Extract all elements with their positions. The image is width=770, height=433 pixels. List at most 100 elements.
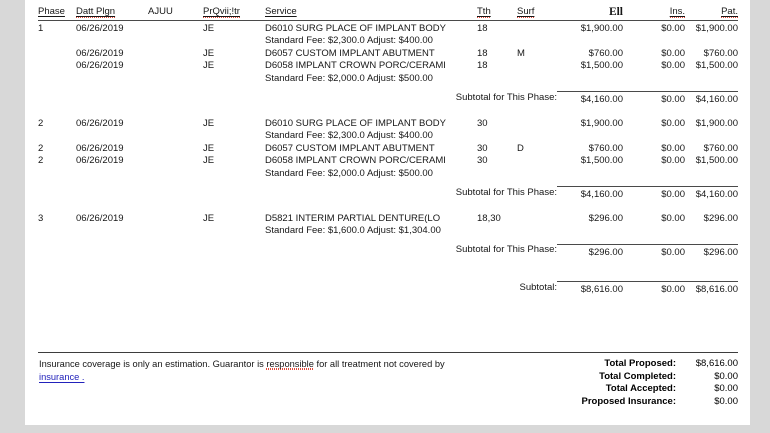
col-header-ajuu: AJUU bbox=[148, 6, 173, 17]
cell-fee: $1,500.00 bbox=[580, 60, 623, 71]
disclaimer-part1: Insurance coverage is only an estimation… bbox=[39, 359, 267, 369]
totals-value: $0.00 bbox=[714, 370, 738, 382]
cell-service: D6010 SURG PLACE OF IMPLANT BODY bbox=[265, 117, 446, 129]
cell-ajuu bbox=[148, 19, 203, 35]
table-row-note: Standard Fee: $2,000.0 Adjust: $500.00 bbox=[38, 168, 738, 181]
cell-surf: D bbox=[517, 142, 524, 154]
cell-tth: 18 bbox=[477, 47, 488, 59]
note-pad bbox=[38, 225, 265, 238]
phase-subtotal-label: Subtotal for This Phase: bbox=[455, 186, 557, 198]
cell-pat: $296.00 bbox=[703, 212, 738, 224]
cell-phase: 2 bbox=[38, 155, 44, 166]
cell-service: D6057 CUSTOM IMPLANT ABUTMENT bbox=[265, 47, 435, 59]
row-spacer bbox=[38, 107, 738, 118]
row-spacer bbox=[38, 259, 738, 270]
cell-fee: $760.00 bbox=[588, 47, 623, 59]
table-row[interactable]: 1 06/26/2019 JE D6010 SURG PLACE OF IMPLANT… bbox=[38, 19, 738, 35]
cell-phase bbox=[38, 48, 76, 61]
totals-body: Total Proposed: $8,616.00 Total Completed:… bbox=[520, 358, 739, 409]
col-header-fee: Ell bbox=[608, 6, 623, 18]
grand-subtotal-row: Subtotal: $8,616.00 $0.00 $8,616.00 bbox=[38, 281, 738, 297]
cell-phase: 1 bbox=[38, 19, 76, 35]
cell-surf bbox=[517, 213, 557, 226]
note-pad bbox=[38, 130, 265, 143]
col-header-service: Service bbox=[265, 6, 297, 17]
cell-provider: JE bbox=[203, 117, 215, 129]
cell-provider: JE bbox=[203, 155, 215, 166]
cell-phase: 2 bbox=[38, 117, 44, 129]
phase-subtotal-pat: $4,160.00 bbox=[685, 91, 738, 107]
cell-ins: $0.00 bbox=[661, 117, 685, 129]
phase-subtotal-label: Subtotal for This Phase: bbox=[455, 91, 557, 103]
table-row[interactable]: 06/26/2019 JE D6058 IMPLANT CROWN PORC/CER… bbox=[38, 60, 738, 73]
cell-pat: $1,900.00 bbox=[685, 19, 738, 35]
totals-table: Total Proposed: $8,616.00 Total Completed:… bbox=[520, 358, 739, 409]
disclaimer-misspelled-word: responsible bbox=[266, 359, 314, 370]
cell-surf bbox=[517, 118, 557, 131]
spacer-cell bbox=[38, 107, 738, 118]
standard-fee-note: Standard Fee: $2,000.0 Adjust: $500.00 bbox=[265, 167, 433, 179]
phase-subtotal-row: Subtotal for This Phase: $4,160.00 $0.00 $4… bbox=[38, 186, 738, 202]
standard-fee-note: Standard Fee: $2,300.0 Adjust: $400.00 bbox=[265, 35, 433, 46]
grand-subtotal-pat: $8,616.00 bbox=[685, 281, 738, 297]
phase-subtotal-ins: $0.00 bbox=[623, 91, 685, 107]
cell-ins: $0.00 bbox=[661, 155, 685, 166]
cell-service: D6058 IMPLANT CROWN PORC/CERAMI bbox=[265, 60, 446, 71]
cell-phase bbox=[38, 60, 76, 73]
cell-ins: $0.00 bbox=[661, 60, 685, 71]
cell-provider: JE bbox=[203, 142, 215, 154]
cell-phase: 3 bbox=[38, 212, 44, 224]
table-row[interactable]: 2 06/26/2019 JE D6010 SURG PLACE OF IMPLANT… bbox=[38, 118, 738, 131]
cell-pat: $760.00 bbox=[703, 142, 738, 154]
cell-date: 06/26/2019 bbox=[76, 117, 124, 129]
col-header-tth: Tth bbox=[477, 6, 491, 18]
spacer-cell bbox=[38, 259, 738, 270]
table-header-row: Phase Datt Plgn AJUU PrQvii;!tr Service … bbox=[38, 6, 738, 20]
note-pad bbox=[38, 73, 265, 86]
insurance-link[interactable]: insurance . bbox=[39, 372, 85, 382]
col-header-surf: Surf bbox=[517, 6, 535, 18]
cell-surf bbox=[517, 155, 557, 168]
treatment-plan-page: Phase Datt Plgn AJUU PrQvii;!tr Service … bbox=[25, 0, 750, 425]
standard-fee-note: Standard Fee: $1,600.0 Adjust: $1,304.00 bbox=[265, 225, 441, 236]
col-header-ins: Ins. bbox=[669, 6, 685, 18]
totals-label: Total Proposed: bbox=[604, 358, 676, 369]
phase-subtotal-fee: $4,160.00 bbox=[557, 186, 623, 202]
cell-fee: $1,900.00 bbox=[557, 19, 623, 35]
table-row[interactable]: 3 06/26/2019 JE D5821 INTERIM PARTIAL DENTU… bbox=[38, 213, 738, 226]
cell-date: 06/26/2019 bbox=[76, 47, 124, 59]
totals-row: Total Accepted: $0.00 bbox=[520, 383, 738, 396]
col-header-provider: PrQvii;!tr bbox=[203, 6, 240, 18]
cell-date: 06/26/2019 bbox=[76, 60, 124, 71]
note-pad bbox=[38, 168, 265, 181]
cell-surf bbox=[517, 60, 557, 73]
cell-provider: JE bbox=[203, 212, 215, 224]
cell-tth: 30 bbox=[477, 142, 488, 154]
cell-fee: $1,900.00 bbox=[580, 117, 623, 129]
phase-subtotal-ins: $0.00 bbox=[623, 243, 685, 259]
table-row[interactable]: 06/26/2019 JE D6057 CUSTOM IMPLANT ABUTMEN… bbox=[38, 48, 738, 61]
table-body: 1 06/26/2019 JE D6010 SURG PLACE OF IMPLANT… bbox=[38, 19, 738, 297]
cell-ajuu bbox=[148, 48, 203, 61]
note-pad bbox=[38, 35, 265, 48]
table-row-note: Standard Fee: $2,300.0 Adjust: $400.00 bbox=[38, 35, 738, 48]
col-header-date: Datt Plgn bbox=[76, 6, 116, 18]
cell-pat: $1,500.00 bbox=[695, 60, 738, 71]
phase-subtotal-row: Subtotal for This Phase: $296.00 $0.00 $296… bbox=[38, 243, 738, 259]
totals-label: Total Accepted: bbox=[605, 383, 676, 394]
table-row[interactable]: 2 06/26/2019 JE D6058 IMPLANT CROWN PORC/CE… bbox=[38, 155, 738, 168]
treatment-plan-table: Phase Datt Plgn AJUU PrQvii;!tr Service … bbox=[38, 6, 738, 297]
phase-subtotal-fee: $4,160.00 bbox=[557, 91, 623, 107]
totals-row: Proposed Insurance: $0.00 bbox=[520, 395, 739, 409]
table-row[interactable]: 2 06/26/2019 JE D6057 CUSTOM IMPLANT ABUTME… bbox=[38, 143, 738, 156]
disclaimer-text: Insurance coverage is only an estimation… bbox=[39, 358, 489, 384]
table-row-note: Standard Fee: $1,600.0 Adjust: $1,304.00 bbox=[38, 225, 738, 238]
row-spacer bbox=[38, 270, 738, 282]
totals-row: Total Completed: $0.00 bbox=[520, 371, 738, 384]
cell-phase: 2 bbox=[38, 142, 44, 154]
grand-subtotal-ins: $0.00 bbox=[623, 281, 685, 297]
cell-surf: M bbox=[517, 47, 525, 59]
cell-ajuu bbox=[148, 143, 203, 156]
totals-label: Proposed Insurance: bbox=[581, 395, 677, 407]
totals-value: $8,616.00 bbox=[695, 358, 738, 369]
